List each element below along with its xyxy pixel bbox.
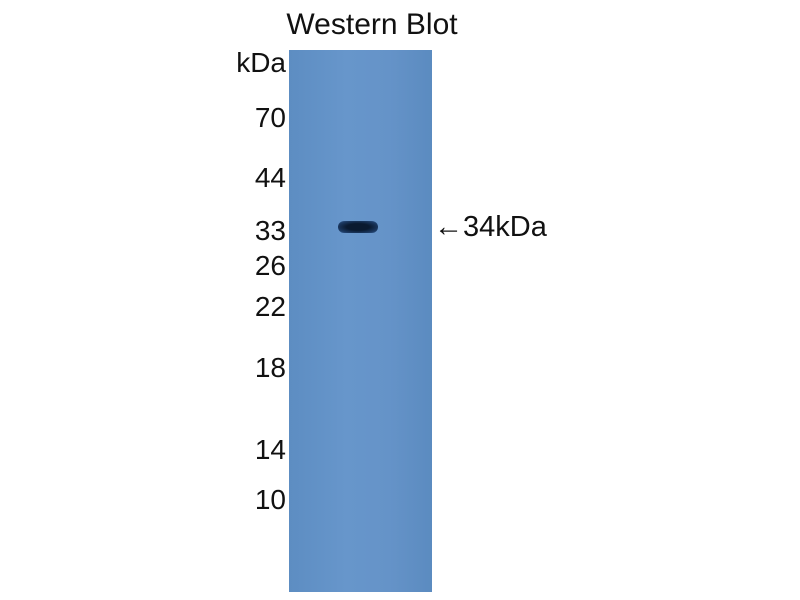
marker-10: 10	[254, 484, 286, 515]
marker-26: 26	[254, 250, 286, 281]
figure-title: Western Blot	[286, 8, 458, 41]
marker-14: 14	[254, 434, 286, 465]
marker-18: 18	[254, 352, 286, 383]
unit-label: kDa	[236, 47, 286, 78]
band-annotation: ←34kDa	[434, 211, 547, 243]
blot-membrane	[289, 50, 432, 592]
marker-22: 22	[254, 291, 286, 322]
marker-33: 33	[254, 215, 286, 246]
marker-44: 44	[254, 162, 286, 193]
protein-band	[338, 221, 378, 233]
marker-70: 70	[254, 102, 286, 133]
